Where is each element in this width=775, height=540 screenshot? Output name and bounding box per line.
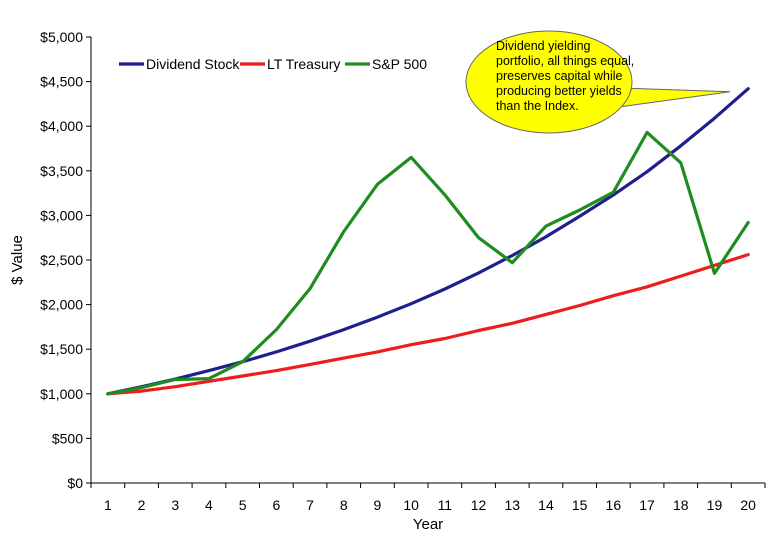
- x-tick-label: 16: [606, 497, 622, 513]
- x-tick-label: 9: [374, 497, 382, 513]
- series-line-lt-treasury: [106, 253, 750, 396]
- y-tick-label: $5,000: [40, 29, 83, 45]
- y-tick-label: $0: [67, 475, 83, 491]
- x-tick-label: 18: [673, 497, 689, 513]
- x-tick-label: 12: [471, 497, 487, 513]
- x-tick-label: 11: [438, 497, 453, 513]
- y-tick-label: $4,000: [40, 118, 83, 134]
- x-tick-label: 2: [138, 497, 146, 513]
- y-tick-label: $3,500: [40, 163, 83, 179]
- x-tick-label: 4: [205, 497, 213, 513]
- legend-label: LT Treasury: [267, 56, 340, 72]
- legend-label: S&P 500: [372, 56, 427, 72]
- x-tick-label: 8: [340, 497, 348, 513]
- y-axis-ticks: $0 $500 $1,000 $1,500 $2,000 $2,500 $3,000 $3,5…: [40, 29, 91, 491]
- x-tick-label: 6: [272, 497, 280, 513]
- y-tick-label: $2,000: [40, 297, 83, 313]
- series-line-s-p-500: [106, 130, 750, 396]
- axes: [90, 37, 765, 484]
- callout-text-line: Dividend yielding: [496, 39, 591, 53]
- y-tick-label: $500: [52, 430, 83, 446]
- callout-bubble: [465, 30, 633, 134]
- y-tick-label: $1,500: [40, 341, 83, 357]
- legend: Dividend Stock LT Treasury S&P 500: [119, 56, 427, 72]
- callout-text-line: portfolio, all things equal,: [496, 54, 634, 68]
- series-lines: [106, 87, 750, 396]
- y-axis-title: $ Value: [9, 235, 26, 285]
- x-tick-label: 20: [740, 497, 756, 513]
- y-tick-label: $2,500: [40, 252, 83, 268]
- y-tick-label: $4,500: [40, 74, 83, 90]
- callout-text-line: producing better yields: [496, 84, 622, 98]
- x-tick-label: 15: [572, 497, 588, 513]
- x-tick-label: 19: [707, 497, 723, 513]
- y-tick-label: $3,000: [40, 207, 83, 223]
- x-tick-label: 10: [403, 497, 419, 513]
- x-tick-label: 5: [239, 497, 247, 513]
- callout-seam: [610, 88, 620, 108]
- callout-text-line: than the Index.: [496, 99, 579, 113]
- x-tick-label: 13: [504, 497, 520, 513]
- x-axis-ticks: 1 2 3 4 5 6 7 8 9 10 11 12 13 14 15 16 17 18 19 20: [90, 483, 766, 513]
- x-tick-label: 3: [171, 497, 179, 513]
- x-axis-title: Year: [413, 516, 443, 533]
- x-tick-label: 1: [104, 497, 112, 513]
- x-tick-label: 14: [538, 497, 554, 513]
- y-tick-label: $1,000: [40, 386, 83, 402]
- x-tick-label: 7: [306, 497, 314, 513]
- callout-text-line: preserves capital while: [496, 69, 622, 83]
- series-line-dividend-stock: [106, 87, 750, 396]
- legend-label: Dividend Stock: [146, 56, 240, 72]
- x-tick-label: 17: [639, 497, 655, 513]
